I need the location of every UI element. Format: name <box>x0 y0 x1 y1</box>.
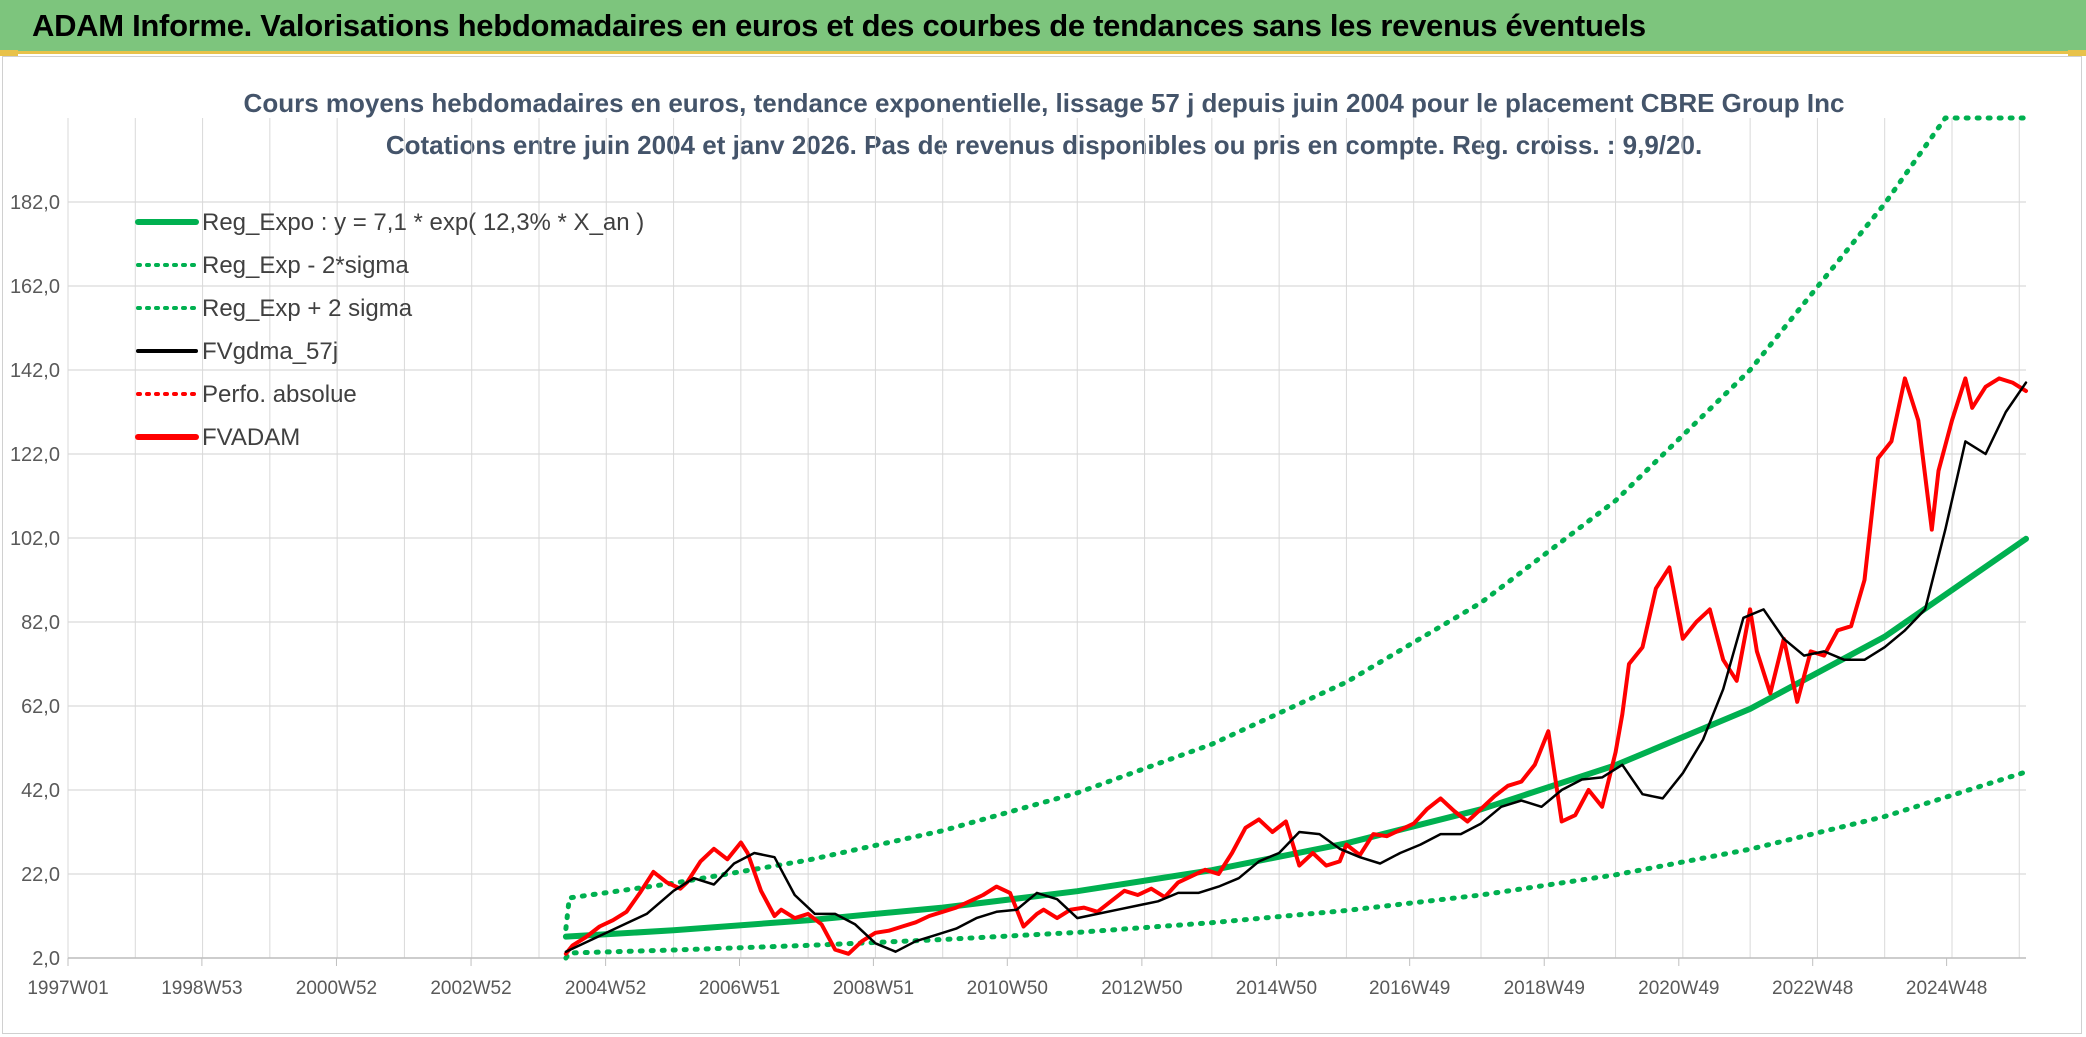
series-line-5 <box>563 376 2028 956</box>
x-tick-label: 1997W01 <box>27 978 108 999</box>
series-line-3 <box>564 381 2028 953</box>
x-tick-label: 2014W50 <box>1236 978 1317 999</box>
report-title: ADAM Informe. Valorisations hebdomadaire… <box>32 8 1646 43</box>
x-tick-label: 2022W48 <box>1772 978 1853 999</box>
series-line-0 <box>562 535 2029 940</box>
legend-label: Perfo. absolue <box>202 381 357 408</box>
series-group <box>562 115 2029 961</box>
left-corner-mark <box>0 50 18 56</box>
chart-frame <box>2 56 2082 1034</box>
y-tick-label: 42,0 <box>21 780 60 802</box>
x-tick-label: 2020W49 <box>1638 978 1719 999</box>
y-tick-label: 62,0 <box>21 696 60 718</box>
legend-label: FVADAM <box>202 424 300 451</box>
legend-label: Reg_Exp + 2 sigma <box>202 295 413 322</box>
x-tick-label: 2008W51 <box>833 978 914 999</box>
x-tick-label: 2024W48 <box>1906 978 1987 999</box>
x-axis: 1997W01 1998W53 2000W52 2002W52 2004W52 2006W… <box>27 957 2026 999</box>
legend-label: Reg_Exp - 2*sigma <box>202 252 409 279</box>
x-tick-label: 2016W49 <box>1369 978 1450 999</box>
chart-title: Cours moyens hebdomadaires en euros, ten… <box>244 88 1845 118</box>
y-tick-label: 182,0 <box>10 192 60 214</box>
legend-label: Reg_Expo : y = 7,1 * exp( 12,3% * X_an ) <box>202 209 644 236</box>
report-header: ADAM Informe. Valorisations hebdomadaire… <box>0 0 2086 54</box>
y-tick-label: 2,0 <box>32 948 60 970</box>
x-tick-label: 2012W50 <box>1101 978 1182 999</box>
x-tick-label: 2000W52 <box>296 978 377 999</box>
legend-label: FVgdma_57j <box>202 338 338 365</box>
y-tick-label: 22,0 <box>21 864 60 886</box>
y-axis: 2,0 22,0 42,0 62,0 82,0 102,0 122,0 142,0 162,0 1… <box>10 192 60 970</box>
x-tick-label: 2004W52 <box>565 978 646 999</box>
y-tick-label: 122,0 <box>10 444 60 466</box>
y-tick-label: 102,0 <box>10 528 60 550</box>
x-tick-label: 2010W50 <box>967 978 1048 999</box>
series-line-2 <box>563 115 2029 932</box>
chart-subtitle: Cotations entre juin 2004 et janv 2026. … <box>386 130 1702 160</box>
y-tick-label: 142,0 <box>10 360 60 382</box>
y-tick-label: 82,0 <box>21 612 60 634</box>
legend: Reg_Expo : y = 7,1 * exp( 12,3% * X_an )… <box>135 209 644 451</box>
right-corner-mark <box>2068 50 2086 56</box>
x-tick-label: 2006W51 <box>699 978 780 999</box>
x-tick-label: 1998W53 <box>161 978 242 999</box>
x-tick-label: 2018W49 <box>1504 978 1585 999</box>
series-line-1 <box>563 769 2029 961</box>
grid <box>67 118 2026 959</box>
x-tick-label: 2002W52 <box>430 978 511 999</box>
y-tick-label: 162,0 <box>10 276 60 298</box>
